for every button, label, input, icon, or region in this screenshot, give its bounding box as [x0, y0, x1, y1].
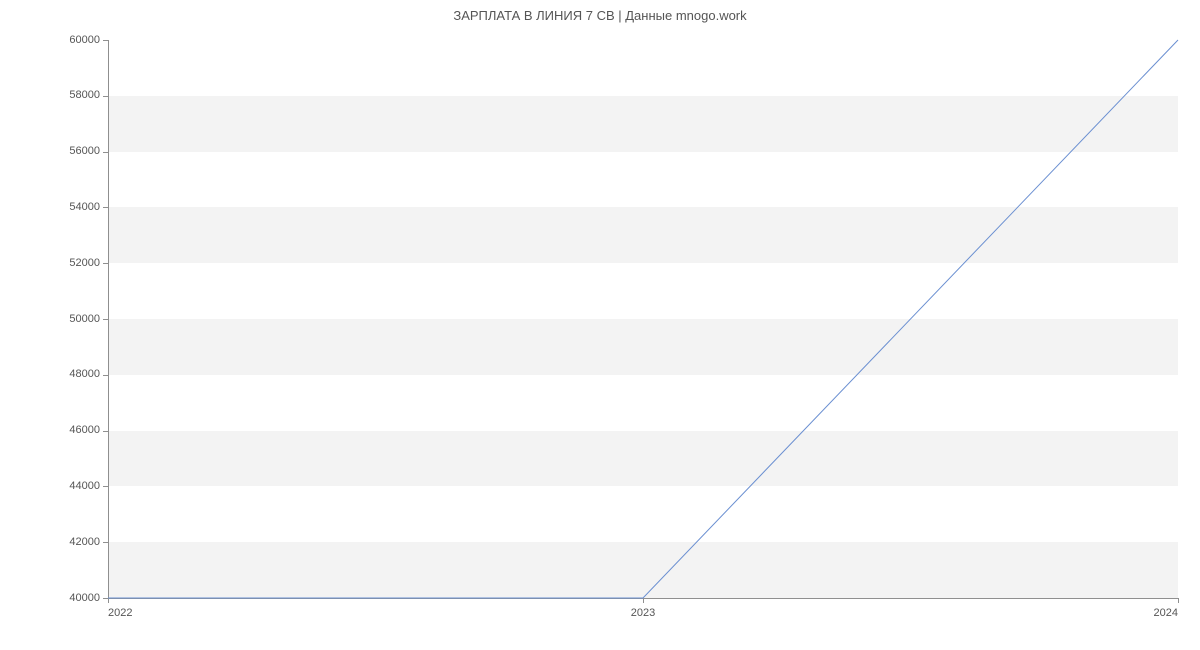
- y-tick-label: 48000: [48, 368, 100, 380]
- salary-line-chart: ЗАРПЛАТА В ЛИНИЯ 7 СВ | Данные mnogo.wor…: [0, 0, 1200, 650]
- y-tick-label: 46000: [48, 424, 100, 436]
- x-tick-label: 2024: [1138, 607, 1178, 619]
- y-tick-label: 44000: [48, 480, 100, 492]
- y-tick-label: 50000: [48, 313, 100, 325]
- x-tick-label: 2022: [108, 607, 148, 619]
- x-tick: [1178, 598, 1179, 603]
- y-tick-label: 58000: [48, 89, 100, 101]
- x-tick: [108, 598, 109, 603]
- x-tick: [643, 598, 644, 603]
- chart-title: ЗАРПЛАТА В ЛИНИЯ 7 СВ | Данные mnogo.wor…: [0, 8, 1200, 23]
- y-tick-label: 42000: [48, 536, 100, 548]
- y-tick-label: 56000: [48, 145, 100, 157]
- y-tick-label: 52000: [48, 257, 100, 269]
- x-tick-label: 2023: [623, 607, 663, 619]
- series-salary: [108, 40, 1178, 598]
- plot-area: 4000042000440004600048000500005200054000…: [108, 40, 1178, 598]
- y-tick-label: 60000: [48, 34, 100, 46]
- y-tick-label: 54000: [48, 201, 100, 213]
- y-tick-label: 40000: [48, 592, 100, 604]
- line-series: [108, 40, 1178, 598]
